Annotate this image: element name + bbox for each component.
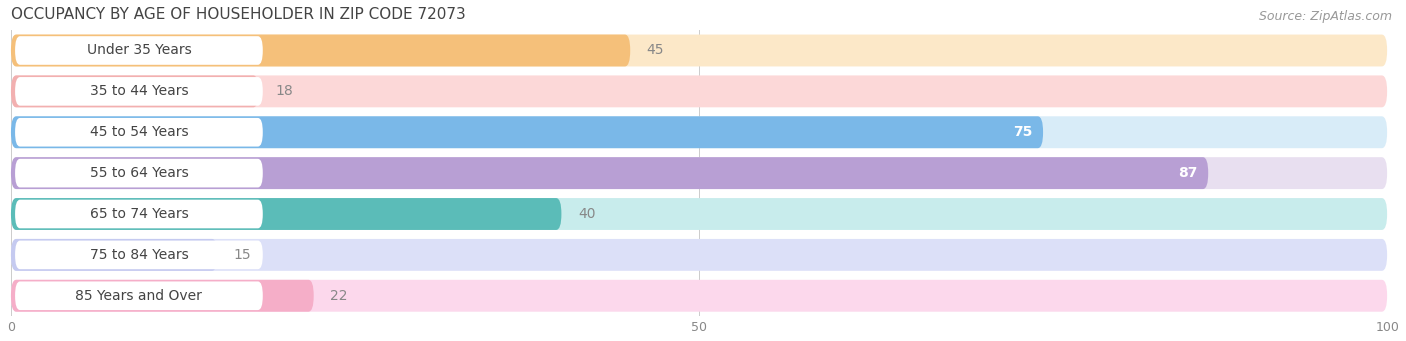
FancyBboxPatch shape: [11, 198, 561, 230]
Text: 75 to 84 Years: 75 to 84 Years: [90, 248, 188, 262]
FancyBboxPatch shape: [15, 118, 263, 147]
FancyBboxPatch shape: [11, 75, 1388, 107]
FancyBboxPatch shape: [11, 239, 218, 271]
Text: 15: 15: [233, 248, 252, 262]
FancyBboxPatch shape: [11, 116, 1388, 148]
FancyBboxPatch shape: [11, 157, 1388, 189]
FancyBboxPatch shape: [15, 200, 263, 228]
FancyBboxPatch shape: [11, 239, 1388, 271]
FancyBboxPatch shape: [15, 36, 263, 65]
FancyBboxPatch shape: [11, 34, 630, 66]
FancyBboxPatch shape: [11, 280, 314, 312]
Text: 75: 75: [1012, 125, 1032, 139]
Text: 40: 40: [578, 207, 595, 221]
Text: 87: 87: [1178, 166, 1197, 180]
Text: 45 to 54 Years: 45 to 54 Years: [90, 125, 188, 139]
FancyBboxPatch shape: [15, 281, 263, 310]
Text: 22: 22: [330, 289, 347, 303]
Text: 45: 45: [647, 44, 664, 58]
FancyBboxPatch shape: [11, 75, 259, 107]
Text: 65 to 74 Years: 65 to 74 Years: [90, 207, 188, 221]
Text: 85 Years and Over: 85 Years and Over: [76, 289, 202, 303]
Text: 55 to 64 Years: 55 to 64 Years: [90, 166, 188, 180]
FancyBboxPatch shape: [11, 198, 1388, 230]
FancyBboxPatch shape: [15, 159, 263, 188]
Text: 18: 18: [276, 84, 292, 98]
FancyBboxPatch shape: [11, 280, 1388, 312]
FancyBboxPatch shape: [11, 157, 1208, 189]
Text: 35 to 44 Years: 35 to 44 Years: [90, 84, 188, 98]
FancyBboxPatch shape: [15, 240, 263, 269]
FancyBboxPatch shape: [15, 77, 263, 106]
Text: Under 35 Years: Under 35 Years: [87, 44, 191, 58]
FancyBboxPatch shape: [11, 116, 1043, 148]
Text: OCCUPANCY BY AGE OF HOUSEHOLDER IN ZIP CODE 72073: OCCUPANCY BY AGE OF HOUSEHOLDER IN ZIP C…: [11, 7, 465, 22]
FancyBboxPatch shape: [11, 34, 1388, 66]
Text: Source: ZipAtlas.com: Source: ZipAtlas.com: [1258, 10, 1392, 23]
